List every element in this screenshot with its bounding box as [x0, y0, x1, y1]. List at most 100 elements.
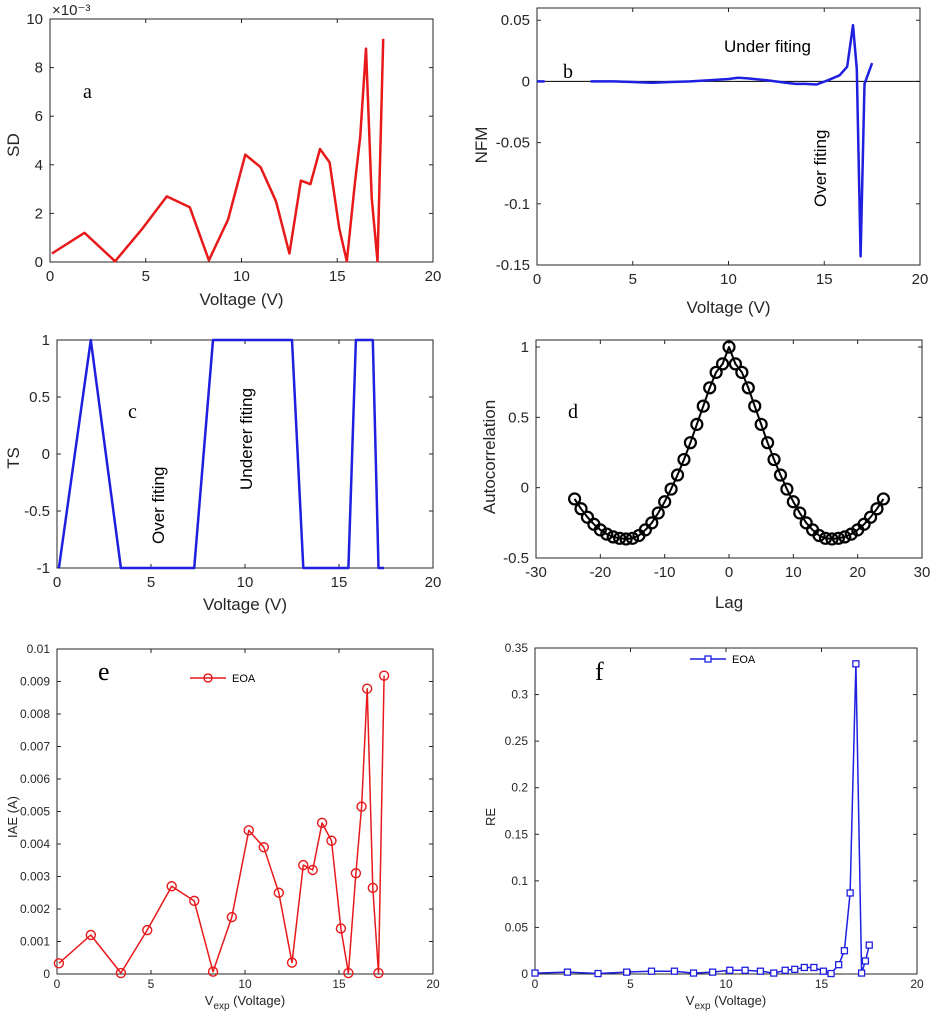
y-tick-label: 0 — [35, 254, 43, 271]
data-point-marker — [857, 517, 871, 531]
annotation-over-fitting: Over fiting — [149, 467, 168, 544]
data-point-marker — [286, 957, 298, 968]
data-point-marker — [770, 969, 778, 977]
data-point-marker — [580, 510, 595, 524]
x-axis-label-sub: exp — [213, 1001, 230, 1012]
data-point-marker — [818, 531, 833, 545]
data-point-marker — [350, 868, 362, 879]
y-tick-label: 0 — [522, 73, 530, 90]
x-axis-label: Lag — [715, 593, 743, 612]
x-axis-label: Vexp (Voltage) — [205, 993, 285, 1012]
x-tick-label: -30 — [525, 564, 547, 581]
y-tick-label: 0.005 — [20, 805, 50, 819]
data-point-marker — [865, 941, 873, 949]
data-point-marker — [708, 968, 717, 976]
x-tick-label: -20 — [589, 564, 611, 581]
data-point-marker — [863, 510, 878, 524]
x-axis-label: Voltage (V) — [199, 290, 283, 309]
x-tick-label: 10 — [719, 977, 733, 991]
data-point-marker — [356, 801, 367, 812]
y-tick-label: 0.5 — [508, 409, 529, 426]
x-tick-label: 0 — [725, 564, 733, 581]
data-point-marker — [793, 506, 807, 520]
y-tick-label: 0.35 — [505, 641, 529, 655]
x-axis-label-sub: exp — [694, 1001, 711, 1012]
data-point-marker — [326, 835, 337, 846]
series-line-nfm — [590, 23, 874, 258]
data-point-marker — [827, 969, 835, 978]
data-point-marker — [574, 502, 588, 516]
x-tick-label: 5 — [627, 977, 634, 991]
data-point-marker — [378, 670, 390, 681]
data-point-marker — [53, 958, 65, 969]
y-tick-label: 0.006 — [20, 772, 50, 786]
data-point-marker — [619, 532, 633, 546]
data-point-marker — [735, 365, 749, 379]
data-point-marker — [819, 967, 828, 975]
y-tick-label: 4 — [35, 157, 43, 174]
data-point-marker — [273, 887, 285, 898]
x-axis-label-rest: (Voltage) — [711, 993, 767, 1008]
x-tick-label: 0 — [53, 574, 61, 591]
data-point-marker — [594, 969, 602, 978]
y-tick-label: -0.05 — [496, 135, 530, 152]
y-tick-label: 0.5 — [29, 389, 50, 406]
x-tick-label: 15 — [331, 574, 348, 591]
y-tick-label: 0.003 — [20, 870, 50, 884]
x-tick-label: 10 — [233, 268, 250, 285]
data-point-marker — [651, 506, 665, 520]
data-point-marker — [658, 495, 672, 509]
x-tick-label: 5 — [142, 268, 150, 285]
y-tick-label: 0 — [42, 446, 50, 463]
data-point-marker — [606, 530, 620, 544]
data-point-marker — [760, 436, 775, 450]
y-tick-label: 0.007 — [20, 740, 50, 754]
y-axis-label: RE — [483, 808, 498, 826]
data-point-marker — [754, 417, 768, 431]
data-point-marker — [876, 492, 891, 506]
y-tick-label: 10 — [26, 11, 43, 28]
data-point-marker — [840, 947, 849, 955]
data-point-marker — [773, 468, 788, 482]
plot-frame — [49, 18, 434, 263]
y-axis-label: Autocorrelation — [480, 400, 499, 514]
data-point-marker — [115, 967, 127, 979]
y-tick-label: 2 — [35, 205, 43, 222]
data-point-marker — [709, 365, 723, 379]
x-axis-label: Voltage (V) — [203, 595, 287, 614]
y-tick-label: -0.5 — [503, 550, 529, 567]
data-point-marker — [846, 889, 854, 897]
data-point-marker — [298, 859, 309, 871]
y-tick-label: 1 — [521, 339, 529, 356]
x-tick-label: 10 — [237, 574, 254, 591]
exponent-label: ×10⁻³ — [52, 2, 90, 19]
data-point-marker — [645, 516, 659, 530]
data-point-marker — [362, 683, 373, 694]
y-axis-label: SD — [4, 133, 23, 157]
panel-letter: a — [83, 81, 92, 103]
chart-panel-d: -30 -20 -10 0 10 20 30 -0.5 0 0.5 1 Autocorrelation… — [480, 339, 930, 612]
data-point-marker — [567, 492, 582, 506]
data-point-marker — [373, 967, 384, 979]
data-point-marker — [664, 482, 678, 496]
data-point-marker — [613, 531, 627, 545]
x-axis-label-main: V — [686, 993, 695, 1008]
data-point-marker — [857, 969, 866, 977]
data-point-marker — [715, 357, 730, 371]
y-tick-label: 0.004 — [20, 837, 50, 851]
x-tick-label: 15 — [816, 271, 833, 288]
chart-panel-a: 0 5 10 15 20 0 2 4 6 8 10 SD Voltage (V) ×10⁻³ a — [4, 2, 441, 309]
y-tick-label: 8 — [35, 60, 43, 77]
data-point-marker — [800, 963, 808, 972]
data-point-marker — [258, 842, 269, 853]
y-tick-label: 0.009 — [20, 675, 50, 689]
data-point-marker — [690, 417, 704, 431]
x-tick-label: -10 — [654, 564, 676, 581]
data-point-marker — [835, 961, 843, 969]
data-point-marker — [142, 924, 153, 936]
y-tick-label: -0.5 — [24, 503, 50, 520]
x-tick-label: 20 — [426, 977, 440, 991]
data-point-marker — [647, 967, 656, 975]
data-point-marker — [799, 516, 813, 530]
y-tick-label: -0.15 — [496, 257, 530, 274]
